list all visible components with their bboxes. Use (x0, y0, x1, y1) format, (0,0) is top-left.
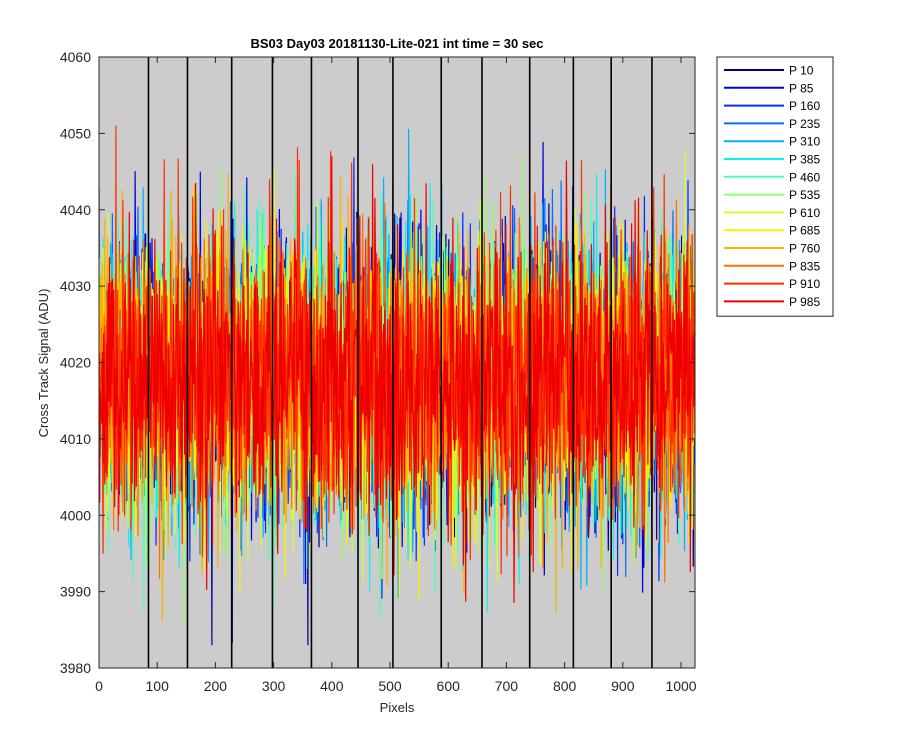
legend-label-4: P 310 (789, 135, 820, 149)
x-tick-label: 700 (495, 678, 519, 694)
y-tick-label: 3980 (60, 660, 91, 676)
x-tick-label: 800 (553, 678, 577, 694)
x-tick-label: 300 (262, 678, 286, 694)
legend-label-7: P 535 (789, 188, 820, 202)
legend-label-3: P 235 (789, 117, 820, 131)
y-tick-label: 4010 (60, 431, 91, 447)
y-tick-label: 4060 (60, 49, 91, 65)
x-tick-label: 0 (95, 678, 103, 694)
y-tick-label: 4020 (60, 355, 91, 371)
x-tick-label: 1000 (665, 678, 696, 694)
chart-title: BS03 Day03 20181130-Lite-021 int time = … (250, 36, 543, 51)
y-tick-label: 4000 (60, 507, 91, 523)
legend-label-6: P 460 (789, 170, 820, 184)
x-tick-label: 100 (146, 678, 170, 694)
legend-label-5: P 385 (789, 153, 820, 167)
y-tick-label: 4040 (60, 202, 91, 218)
x-tick-label: 900 (611, 678, 635, 694)
series-line-13 (99, 155, 695, 603)
legend-label-1: P 85 (789, 81, 814, 95)
legend-label-11: P 835 (789, 259, 820, 273)
legend-label-12: P 910 (789, 277, 820, 291)
legend-label-10: P 760 (789, 242, 820, 256)
legend-label-8: P 610 (789, 206, 820, 220)
legend-label-9: P 685 (789, 224, 820, 238)
legend-label-2: P 160 (789, 99, 820, 113)
x-tick-label: 500 (378, 678, 402, 694)
legend-box (716, 56, 834, 317)
y-tick-label: 3990 (60, 584, 91, 600)
legend: P 10 P 85 P 160 P 235 P 310 P 385 P 460 P 535 P … (716, 56, 834, 317)
legend-label-13: P 985 (789, 295, 820, 309)
x-tick-label: 600 (437, 678, 461, 694)
x-tick-label: 400 (320, 678, 344, 694)
legend-label-0: P 10 (789, 64, 814, 78)
y-tick-label: 4050 (60, 125, 91, 141)
x-axis-label: Pixels (380, 700, 415, 715)
y-axis-label: Cross Track Signal (ADU) (36, 289, 51, 438)
y-tick-label: 4030 (60, 278, 91, 294)
x-tick-label: 200 (204, 678, 228, 694)
